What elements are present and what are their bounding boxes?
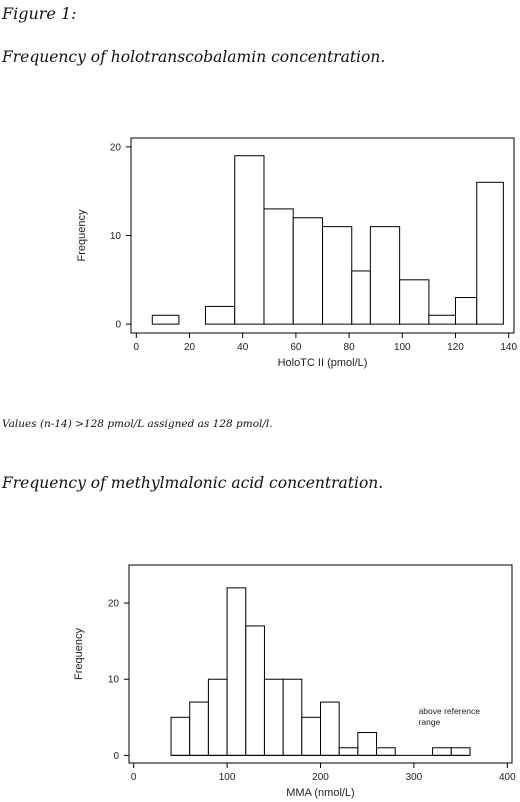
histogram-bar — [320, 701, 340, 756]
y-axis-label: Frequency — [73, 628, 85, 680]
histogram-bar — [263, 208, 294, 325]
y-tick-label: 20 — [108, 599, 120, 610]
histogram-bar — [369, 226, 401, 325]
x-tick-label: 300 — [406, 772, 423, 783]
x-tick-label: 100 — [219, 772, 236, 783]
holotc-footnote: Values (n-14) >128 pmol/L assigned as 12… — [2, 418, 273, 430]
histogram-bar — [428, 314, 456, 325]
holotc-chart-caption: Frequency of holotranscobalamin concentr… — [2, 48, 386, 66]
histogram-bar — [476, 181, 504, 325]
mma-chart-caption: Frequency of methylmalonic acid concentr… — [2, 474, 384, 492]
x-tick-label: 20 — [184, 342, 196, 353]
histogram-bar — [450, 747, 471, 756]
histogram-bar — [207, 678, 228, 756]
histogram-bar — [399, 279, 430, 325]
y-tick-label: 20 — [110, 142, 122, 153]
y-tick-label: 0 — [115, 320, 121, 331]
x-tick-label: 80 — [344, 342, 356, 353]
x-axis-label: MMA (nmol/L) — [286, 787, 354, 799]
histogram-bar — [170, 716, 191, 756]
x-tick-label: 140 — [500, 342, 517, 353]
y-tick-label: 0 — [113, 751, 119, 762]
x-tick-label: 0 — [134, 342, 140, 353]
x-tick-label: 40 — [237, 342, 249, 353]
histogram-bar — [351, 270, 371, 325]
x-tick-label: 120 — [447, 342, 464, 353]
x-tick-label: 200 — [312, 772, 329, 783]
histogram-bar — [432, 747, 452, 756]
histogram-bar — [357, 732, 378, 756]
histogram-bar — [189, 701, 209, 756]
x-axis-label: HoloTC II (pmol/L) — [278, 357, 368, 369]
x-tick-label: 0 — [131, 772, 137, 783]
y-tick-label: 10 — [110, 231, 122, 242]
histogram-bar — [292, 217, 323, 325]
y-axis-label: Frequency — [76, 209, 88, 261]
histogram-bar — [301, 716, 322, 756]
x-tick-label: 60 — [290, 342, 302, 353]
histogram-bar — [234, 155, 265, 325]
histogram-bar — [322, 226, 353, 325]
x-tick-label: 100 — [394, 342, 411, 353]
histogram-bar — [204, 305, 236, 325]
histogram-bar — [282, 678, 303, 756]
figure-label: Figure 1: — [2, 4, 77, 23]
histogram-bar — [151, 314, 180, 325]
histogram-bar — [245, 625, 265, 756]
x-tick-label: 400 — [499, 772, 516, 783]
histogram-bar — [454, 297, 478, 325]
reference-range-annotation: range — [419, 717, 441, 727]
mma-histogram: 0 100 200 300 400 0 10 20 MMA (nmol/L) Frequency a… — [73, 564, 516, 799]
histogram-bar — [376, 747, 396, 756]
reference-range-annotation: above reference — [419, 706, 481, 716]
holotc-histogram: 0 20 40 60 80 100 120 140 0 10 20 HoloTC II (pmol/L… — [76, 137, 517, 369]
histogram-bar — [263, 678, 284, 756]
y-tick-label: 10 — [108, 675, 120, 686]
histogram-bar — [338, 747, 359, 756]
histogram-bar — [226, 587, 247, 756]
